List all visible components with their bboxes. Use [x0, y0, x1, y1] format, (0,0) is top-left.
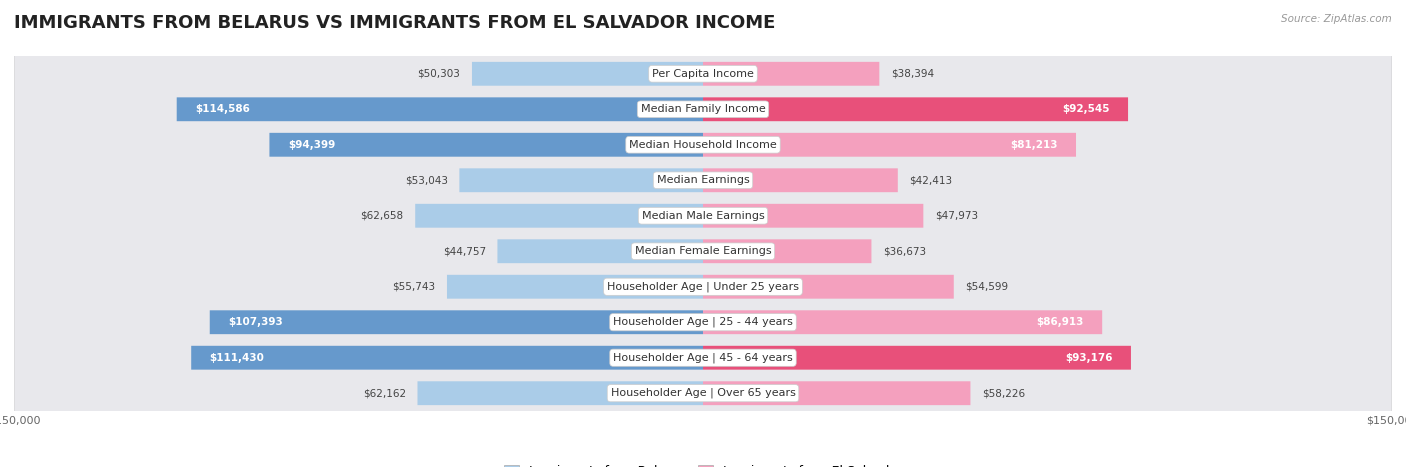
Text: Householder Age | Under 25 years: Householder Age | Under 25 years [607, 282, 799, 292]
FancyBboxPatch shape [14, 0, 1392, 467]
FancyBboxPatch shape [703, 381, 970, 405]
FancyBboxPatch shape [703, 310, 1102, 334]
Text: Median Family Income: Median Family Income [641, 104, 765, 114]
Text: $62,658: $62,658 [360, 211, 404, 221]
FancyBboxPatch shape [703, 168, 898, 192]
FancyBboxPatch shape [472, 62, 703, 86]
Text: $42,413: $42,413 [910, 175, 952, 185]
Text: $62,162: $62,162 [363, 388, 406, 398]
FancyBboxPatch shape [703, 346, 1130, 370]
FancyBboxPatch shape [14, 0, 1392, 467]
FancyBboxPatch shape [703, 62, 879, 86]
Text: IMMIGRANTS FROM BELARUS VS IMMIGRANTS FROM EL SALVADOR INCOME: IMMIGRANTS FROM BELARUS VS IMMIGRANTS FR… [14, 14, 776, 32]
FancyBboxPatch shape [14, 0, 1392, 467]
Text: Per Capita Income: Per Capita Income [652, 69, 754, 79]
Text: Median Earnings: Median Earnings [657, 175, 749, 185]
FancyBboxPatch shape [703, 133, 1076, 157]
FancyBboxPatch shape [191, 346, 703, 370]
FancyBboxPatch shape [460, 168, 703, 192]
Text: Householder Age | Over 65 years: Householder Age | Over 65 years [610, 388, 796, 398]
Text: $107,393: $107,393 [228, 317, 283, 327]
Text: $36,673: $36,673 [883, 246, 927, 256]
FancyBboxPatch shape [703, 275, 953, 299]
Text: $54,599: $54,599 [966, 282, 1008, 292]
Text: $50,303: $50,303 [418, 69, 461, 79]
Text: $55,743: $55,743 [392, 282, 436, 292]
FancyBboxPatch shape [14, 0, 1392, 467]
FancyBboxPatch shape [447, 275, 703, 299]
FancyBboxPatch shape [418, 381, 703, 405]
FancyBboxPatch shape [14, 0, 1392, 467]
FancyBboxPatch shape [703, 97, 1128, 121]
Text: Householder Age | 25 - 44 years: Householder Age | 25 - 44 years [613, 317, 793, 327]
Text: $53,043: $53,043 [405, 175, 449, 185]
FancyBboxPatch shape [14, 0, 1392, 467]
FancyBboxPatch shape [270, 133, 703, 157]
Text: $47,973: $47,973 [935, 211, 979, 221]
Text: $93,176: $93,176 [1066, 353, 1112, 363]
Legend: Immigrants from Belarus, Immigrants from El Salvador: Immigrants from Belarus, Immigrants from… [499, 460, 907, 467]
Text: $94,399: $94,399 [288, 140, 335, 150]
FancyBboxPatch shape [209, 310, 703, 334]
Text: Median Household Income: Median Household Income [628, 140, 778, 150]
FancyBboxPatch shape [14, 0, 1392, 467]
Text: $92,545: $92,545 [1062, 104, 1109, 114]
Text: $44,757: $44,757 [443, 246, 486, 256]
FancyBboxPatch shape [14, 0, 1392, 467]
Text: Median Female Earnings: Median Female Earnings [634, 246, 772, 256]
Text: $111,430: $111,430 [209, 353, 264, 363]
Text: $114,586: $114,586 [195, 104, 250, 114]
FancyBboxPatch shape [14, 0, 1392, 467]
FancyBboxPatch shape [498, 239, 703, 263]
Text: $86,913: $86,913 [1036, 317, 1084, 327]
Text: Householder Age | 45 - 64 years: Householder Age | 45 - 64 years [613, 353, 793, 363]
Text: Median Male Earnings: Median Male Earnings [641, 211, 765, 221]
FancyBboxPatch shape [177, 97, 703, 121]
Text: $81,213: $81,213 [1010, 140, 1057, 150]
Text: Source: ZipAtlas.com: Source: ZipAtlas.com [1281, 14, 1392, 24]
FancyBboxPatch shape [14, 0, 1392, 467]
FancyBboxPatch shape [415, 204, 703, 228]
Text: $58,226: $58,226 [981, 388, 1025, 398]
Text: $38,394: $38,394 [891, 69, 934, 79]
FancyBboxPatch shape [703, 204, 924, 228]
FancyBboxPatch shape [703, 239, 872, 263]
